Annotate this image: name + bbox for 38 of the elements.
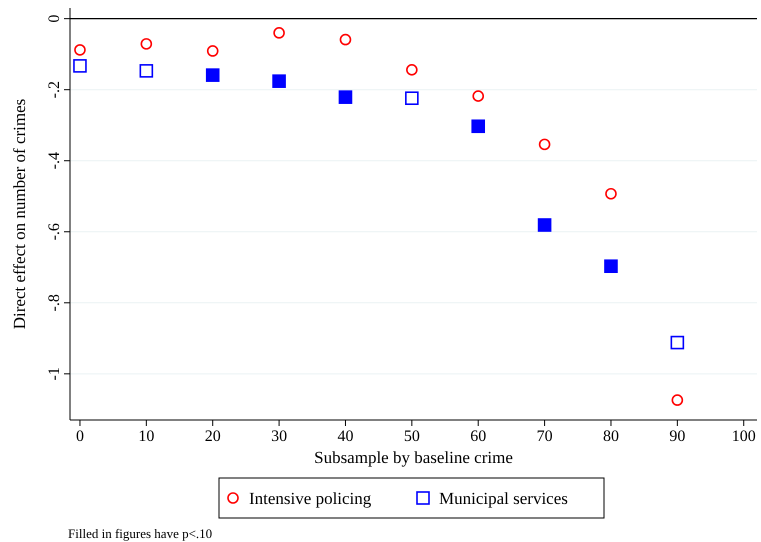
x-tick-label: 60 (470, 428, 486, 445)
point (340, 34, 352, 46)
x-tick-label: 50 (404, 428, 420, 445)
x-tick-label: 100 (732, 428, 756, 445)
point (604, 259, 618, 274)
point (74, 44, 86, 56)
point (206, 45, 219, 57)
point (206, 68, 220, 82)
point (538, 138, 550, 150)
point (605, 188, 617, 200)
y-axis-title: Direct effect on number of crimes (10, 98, 29, 330)
y-tick-label: -.6 (46, 223, 63, 240)
x-tick-label: 30 (271, 428, 288, 445)
x-axis-title: Subsample by baseline crime (314, 448, 513, 467)
point (538, 218, 552, 232)
y-tick-label: 0 (46, 14, 63, 23)
x-tick-label: 80 (602, 428, 619, 445)
point (338, 90, 352, 104)
point (140, 38, 152, 50)
y-tick-label: -.2 (46, 81, 63, 98)
point (472, 90, 484, 102)
x-tick-label: 40 (337, 428, 354, 445)
x-tick-label: 10 (138, 428, 154, 445)
y-tick-label: -.8 (46, 294, 63, 312)
point (272, 74, 286, 88)
point (672, 394, 684, 406)
legend-label: Municipal services (439, 489, 568, 508)
x-tick-label: 0 (76, 428, 84, 445)
text: Filled in figures have p<.10 (68, 526, 212, 541)
legend-label: Intensive policing (249, 489, 372, 508)
point (471, 119, 486, 134)
x-tick-label: 70 (536, 428, 553, 445)
x-tick-label: 90 (669, 428, 686, 445)
point (406, 64, 418, 76)
y-tick-label: -.4 (46, 152, 63, 170)
x-tick-label: 20 (204, 428, 221, 445)
point (273, 27, 285, 39)
y-tick-label: -1 (46, 367, 63, 380)
